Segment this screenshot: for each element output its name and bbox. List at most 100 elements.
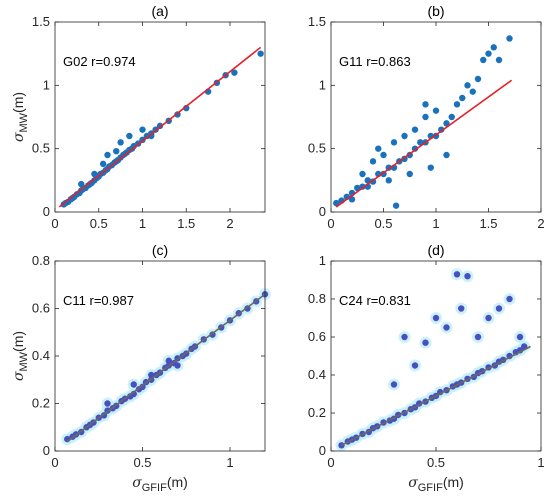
correlation-annotation: C11 r=0.987: [63, 293, 134, 308]
data-point: [443, 324, 450, 331]
data-point: [516, 333, 524, 341]
data-point: [474, 75, 482, 83]
x-tick-label: 0.5: [374, 216, 392, 231]
data-point: [458, 305, 465, 312]
x-axis-label: σGFIF(m): [132, 474, 188, 494]
y-tick-label: 0.8: [32, 253, 50, 268]
data-point: [139, 383, 146, 391]
panel-title: (c): [152, 242, 168, 258]
x-tick-label: 0: [51, 216, 58, 231]
y-tick-label: 0.8: [308, 291, 326, 306]
panel-a: 0 0.5 1 1.5 2 0 0.5 1 1.5 (a) G02 r=0.974 σMW(m): [10, 3, 266, 231]
y-tick-label: 0: [43, 204, 50, 219]
data-point: [78, 180, 85, 188]
y-tick-label: 0.6: [32, 301, 50, 316]
y-tick-label: 0.6: [308, 329, 326, 344]
data-point: [390, 139, 398, 146]
x-tick-label: 1.5: [479, 216, 497, 231]
data-point: [348, 196, 356, 203]
data-point: [432, 314, 440, 322]
data-point: [364, 177, 371, 184]
y-tick-label: 0.4: [308, 367, 326, 382]
x-axis-label: σGFIF(m): [408, 474, 464, 494]
x-tick-label: 0.5: [427, 455, 445, 470]
data-point: [448, 113, 455, 121]
data-point: [443, 151, 450, 159]
data-point: [411, 126, 419, 133]
data-point: [474, 333, 482, 341]
data-point: [183, 104, 190, 112]
data-point: [380, 151, 387, 159]
x-tick-label: 0: [327, 455, 334, 470]
data-point: [422, 113, 429, 121]
x-tick-label: 0: [51, 455, 58, 470]
data-point: [495, 56, 503, 64]
x-tick-label: 0.5: [90, 216, 108, 231]
y-tick-label: 0.5: [308, 141, 326, 156]
data-point: [91, 170, 98, 178]
data-point: [401, 333, 408, 341]
data-point: [432, 107, 440, 114]
y-tick-label: 0.2: [32, 396, 50, 411]
data-point: [354, 184, 361, 192]
x-tick-label: 1: [226, 455, 233, 470]
data-point: [485, 314, 492, 322]
x-tick-label: 0.5: [133, 455, 151, 470]
data-point: [401, 132, 408, 140]
y-tick-label: 1: [319, 77, 326, 92]
x-tick-label: 1: [537, 455, 544, 470]
data-point: [139, 126, 146, 133]
fit-line: [58, 46, 262, 208]
x-tick-label: 1: [139, 216, 146, 231]
y-tick-label: 1.5: [32, 14, 50, 29]
data-point: [464, 273, 471, 280]
panel-title: (b): [427, 3, 444, 19]
data-point: [480, 56, 487, 64]
data-point: [495, 305, 503, 312]
panel-c: 0 0.5 1 0 0.2 0.4 0.6 0.8 (c) C11 r=0.987 σMW(m) σG…: [10, 242, 271, 494]
panel-title: (d): [427, 242, 444, 258]
panel-title: (a): [151, 3, 168, 19]
fit-line: [341, 345, 531, 447]
data-point: [411, 362, 419, 369]
data-point: [104, 151, 111, 159]
data-point: [469, 88, 476, 95]
data-point: [257, 50, 264, 57]
correlation-annotation: C24 r=0.831: [339, 293, 411, 308]
axes-box: [54, 21, 266, 213]
data-point: [392, 202, 400, 209]
data-point: [506, 35, 513, 42]
y-tick-label: 0: [43, 443, 50, 458]
data-point: [375, 145, 382, 152]
data-point: [117, 139, 124, 146]
data-point: [385, 177, 392, 184]
data-point: [485, 50, 492, 57]
y-tick-label: 0.4: [32, 348, 50, 363]
data-point: [406, 170, 413, 178]
data-point: [369, 158, 377, 165]
data-point: [359, 170, 366, 178]
y-axis-label: σMW(m): [10, 331, 30, 381]
data-point: [333, 199, 340, 207]
data-point: [165, 357, 172, 364]
y-tick-label: 1: [43, 77, 50, 92]
data-point: [130, 381, 137, 388]
data-point: [506, 295, 513, 303]
data-point: [422, 101, 429, 108]
y-tick-label: 0.2: [308, 405, 326, 420]
data-point: [464, 82, 471, 89]
fit-line: [335, 79, 513, 208]
data-point: [99, 160, 107, 168]
data-point: [459, 94, 466, 102]
y-tick-label: 0: [319, 204, 326, 219]
correlation-annotation: G11 r=0.863: [339, 54, 411, 69]
y-tick-label: 0.5: [32, 141, 50, 156]
data-point: [113, 148, 120, 155]
panel-b: 0 0.5 1 1.5 2 0 0.5 1 1.5 (b) G11 r=0.863: [308, 3, 545, 231]
data-point: [148, 371, 155, 379]
y-tick-label: 1: [319, 253, 326, 268]
fit-line: [66, 293, 266, 443]
data-point: [490, 44, 497, 51]
x-tick-label: 1: [432, 216, 439, 231]
